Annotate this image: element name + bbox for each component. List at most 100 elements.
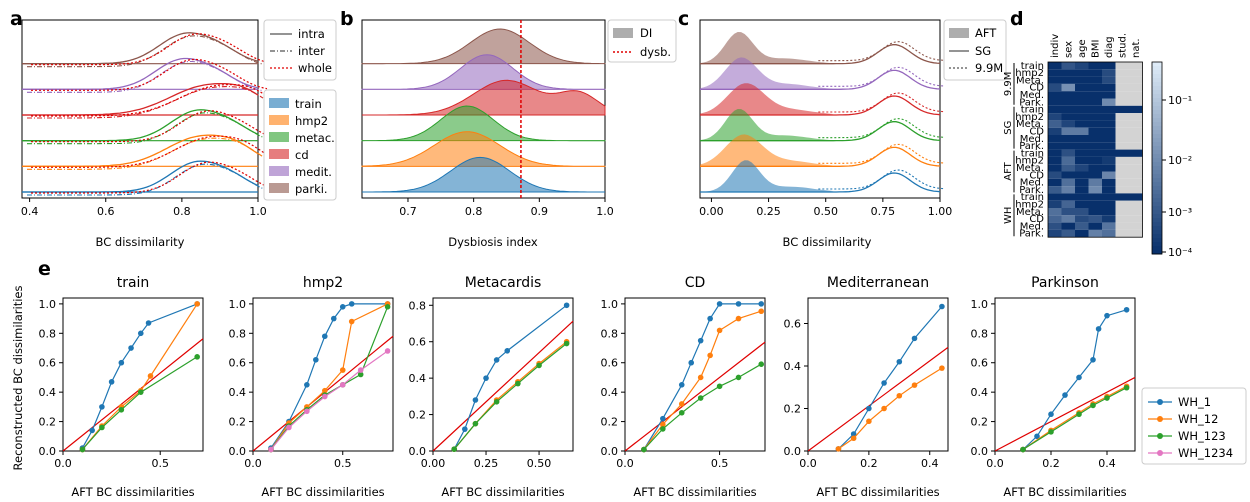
heat-row-label: train: [1021, 61, 1044, 72]
heat-cell: [1075, 222, 1089, 230]
heat-cell: [1075, 164, 1089, 172]
ridge-whole-medit.: [31, 58, 268, 91]
colorbar-step: [1152, 246, 1162, 251]
heat-row-label: Meta.: [1016, 75, 1044, 86]
heat-cell: [1048, 62, 1062, 70]
heat-cell: [1075, 142, 1089, 150]
y-tick-label: 1.0: [39, 298, 57, 311]
y-tick-label: 0.4: [39, 386, 57, 399]
heat-cell: [1048, 156, 1062, 165]
point-WH_12: [194, 301, 200, 307]
heat-cell: [1129, 98, 1143, 106]
series-line-WH_123: [81, 356, 198, 450]
heat-cell: [1115, 193, 1129, 201]
point-WH_1: [1048, 411, 1054, 418]
heat-cell: [1088, 171, 1102, 179]
point-WH_1234: [304, 408, 310, 415]
legend-swatch-medit.: [269, 166, 289, 176]
heat-cell: [1115, 105, 1129, 114]
ridge-whole-parki.: [31, 33, 268, 66]
heat-row-label: train: [1021, 105, 1044, 116]
colorbar-step: [1152, 106, 1162, 111]
x-tick-label: 0.5: [151, 457, 169, 470]
subplot-title-Metacardis: Metacardis: [465, 275, 542, 291]
heat-cell: [1048, 142, 1062, 150]
colorbar-step: [1152, 166, 1162, 171]
heat-cell: [1088, 120, 1102, 128]
heat-row-label: Med.: [1020, 221, 1044, 232]
point-WH_123: [194, 354, 200, 360]
heat-cell: [1102, 62, 1116, 70]
identity-line: [62, 338, 204, 452]
ridge-inter-cd: [27, 86, 264, 119]
legend-label-DI: DI: [640, 26, 652, 40]
x-axis-label: AFT BC dissimilarities: [71, 485, 194, 499]
heat-col-label: diag: [1104, 36, 1115, 58]
heat-cell: [1088, 215, 1102, 223]
heat-cell: [1061, 98, 1075, 106]
ridge-sg-hmp2: [699, 146, 941, 167]
ridge-inter-metac.: [27, 112, 264, 145]
heat-cell: [1075, 149, 1089, 157]
ridge-99m-cd: [818, 92, 945, 113]
y-tick-label: 0.8: [39, 327, 57, 340]
heat-cell: [1061, 91, 1075, 99]
heat-cell: [1088, 127, 1102, 135]
point-WH_1: [145, 320, 152, 326]
heat-group-label: AFT: [1003, 161, 1014, 180]
point-WH_1: [1095, 326, 1102, 332]
colorbar-step: [1152, 150, 1162, 155]
point-WH_1: [504, 348, 511, 354]
x-tick-label: 0.8: [173, 205, 191, 218]
heat-cell: [1075, 200, 1089, 208]
y-tick-label: 0.4: [971, 386, 989, 399]
y-tick-label: 0.0: [39, 445, 57, 458]
heat-cell: [1115, 208, 1129, 216]
heat-cell: [1048, 120, 1062, 128]
y-tick-label: 0.4: [409, 372, 427, 385]
heat-cell: [1102, 91, 1116, 99]
heat-cell: [1102, 135, 1116, 143]
heat-cell: [1048, 229, 1062, 238]
colorbar-step: [1152, 206, 1162, 211]
y-tick-label: 1.0: [601, 298, 619, 311]
heat-row-label: Park.: [1019, 141, 1044, 152]
colorbar-step: [1152, 214, 1162, 219]
y-tick-label: 0.4: [229, 386, 247, 399]
heat-cell: [1075, 186, 1089, 194]
heat-cell: [1115, 69, 1129, 77]
point-WH_123: [137, 389, 144, 395]
colorbar-step: [1152, 222, 1162, 227]
x-axis-label: AFT BC dissimilarities: [441, 485, 564, 499]
heat-row-label: CD: [1029, 170, 1044, 181]
series-line-WH_123: [1022, 387, 1127, 451]
point-WH_123: [1104, 395, 1110, 401]
colorbar-step: [1152, 110, 1162, 115]
ridge-inter-train: [27, 163, 264, 196]
legend-label-9.9M: 9.9M: [975, 61, 1003, 75]
heat-row-label: CD: [1029, 83, 1044, 94]
heat-row-label: CD: [1029, 214, 1044, 225]
heat-cell: [1102, 193, 1116, 201]
heat-cell: [1048, 113, 1062, 121]
x-tick-label: 0.2: [1042, 457, 1060, 470]
x-axis-label: AFT BC dissimilarities: [1003, 485, 1126, 499]
panel-label-e: e: [38, 258, 51, 280]
heat-cell: [1048, 215, 1062, 223]
heat-col-label: age: [1077, 39, 1088, 58]
point-WH_1: [1076, 374, 1082, 381]
subplot-frame: [252, 297, 394, 452]
colorbar-step: [1152, 158, 1162, 163]
point-WH_1: [697, 337, 704, 344]
panel-b: 0.7 0.8 0.9 1.0 DI dysb.: [361, 19, 677, 218]
heat-cell: [1088, 91, 1102, 99]
colorbar-step: [1152, 242, 1162, 247]
point-WH_123: [697, 395, 704, 401]
ridge-train: [362, 156, 605, 193]
heat-cell: [1048, 178, 1062, 187]
heat-col-label: indiv: [1050, 34, 1061, 58]
x-tick-label: 0.2: [860, 457, 878, 470]
heat-cell: [1088, 178, 1102, 187]
y-tick-label: 0.2: [409, 409, 427, 422]
heat-cell: [1129, 149, 1143, 157]
